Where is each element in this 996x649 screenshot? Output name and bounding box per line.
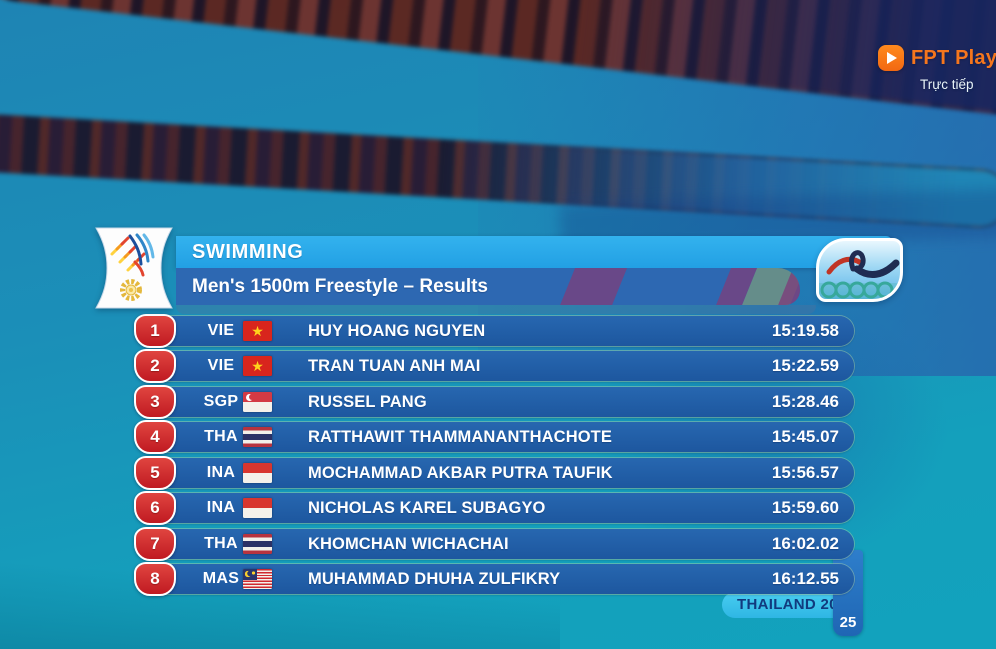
result-row: 7 THA KHOMCHAN WICHACHAI 16:02.02 — [134, 527, 854, 561]
event-title: Men's 1500m Freestyle – Results — [192, 276, 489, 297]
athlete-name: RUSSEL PANG — [308, 393, 427, 411]
rank-badge: 4 — [134, 420, 176, 454]
noc-code: VIE — [207, 357, 235, 374]
result-row: 2 VIE TRAN TUAN ANH MAI 15:22.59 — [134, 349, 854, 383]
athlete-name: KHOMCHAN WICHACHAI — [308, 535, 509, 553]
result-time: 16:02.02 — [771, 534, 839, 553]
rank-badge: 1 — [134, 314, 176, 348]
play-icon — [878, 45, 904, 71]
athlete-name: RATTHAWIT THAMMANANTHACHOTE — [308, 428, 612, 446]
country-flag-icon — [243, 356, 272, 376]
result-row: 8 MAS MUHAMMAD DHUHA ZULFIKRY 16:12.55 — [134, 562, 854, 596]
result-time: 15:56.57 — [771, 463, 839, 482]
country-flag-icon — [243, 392, 272, 412]
header-shadow — [176, 305, 816, 314]
athlete-name: TRAN TUAN ANH MAI — [308, 357, 481, 375]
result-row: 6 INA NICHOLAS KAREL SUBAGYO 15:59.60 — [134, 491, 854, 525]
athlete-name: HUY HOANG NGUYEN — [308, 322, 486, 340]
noc-code: THA — [204, 535, 238, 552]
country-flag-icon — [243, 534, 272, 554]
result-time: 15:28.46 — [771, 392, 839, 411]
event-header-bar: Men's 1500m Freestyle – Results — [176, 268, 800, 305]
sea-games-emblem-icon — [90, 226, 178, 310]
broadcaster-brand: FPT Play — [911, 46, 996, 69]
athlete-name: MOCHAMMAD AKBAR PUTRA TAUFIK — [308, 464, 613, 482]
rank-badge: 8 — [134, 562, 176, 596]
country-flag-icon — [243, 321, 272, 341]
result-time: 15:59.60 — [771, 498, 839, 517]
noc-code: MAS — [202, 570, 240, 587]
country-flag-icon — [243, 463, 272, 483]
noc-code: SGP — [203, 393, 239, 410]
result-time: 15:45.07 — [771, 427, 839, 446]
country-flag-icon — [243, 498, 272, 518]
result-time: 15:22.59 — [771, 356, 839, 375]
result-row: 5 INA MOCHAMMAD AKBAR PUTRA TAUFIK 15:56… — [134, 456, 854, 490]
athlete-name: MUHAMMAD DHUHA ZULFIKRY — [308, 570, 561, 588]
country-flag-icon — [243, 569, 272, 589]
noc-code: INA — [206, 499, 236, 516]
noc-code: INA — [206, 464, 236, 481]
country-flag-icon — [243, 427, 272, 447]
result-row: 3 SGP RUSSEL PANG 15:28.46 — [134, 385, 854, 419]
rank-badge: 3 — [134, 385, 176, 419]
noc-code: THA — [204, 428, 238, 445]
swimming-pictogram-icon — [816, 238, 903, 302]
noc-code: VIE — [207, 322, 235, 339]
result-row: 4 THA RATTHAWIT THAMMANANTHACHOTE 15:45.… — [134, 420, 854, 454]
athlete-name: NICHOLAS KAREL SUBAGYO — [308, 499, 546, 517]
rank-badge: 7 — [134, 527, 176, 561]
sport-header-bar: SWIMMING — [176, 236, 892, 268]
result-time: 15:19.58 — [771, 321, 839, 340]
broadcaster-watermark: FPT Play Trực tiếp — [878, 45, 996, 92]
rank-badge: 5 — [134, 456, 176, 490]
rank-badge: 6 — [134, 491, 176, 525]
live-label: Trực tiếp — [920, 77, 974, 92]
sport-title: SWIMMING — [192, 241, 304, 263]
rank-badge: 2 — [134, 349, 176, 383]
result-row: 1 VIE HUY HOANG NGUYEN 15:19.58 — [134, 314, 854, 348]
result-time: 16:12.55 — [771, 569, 839, 588]
